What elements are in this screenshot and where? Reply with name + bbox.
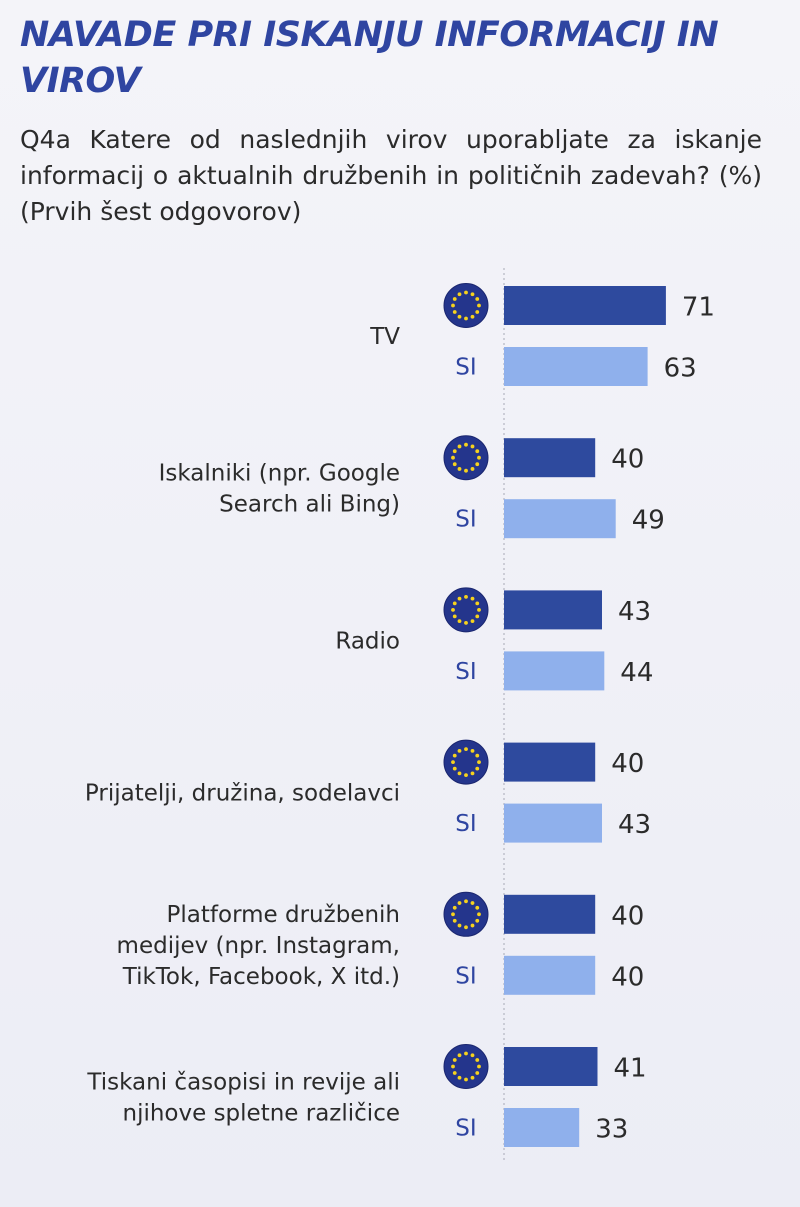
chart-group: Radio SI 43 44 <box>335 587 653 691</box>
bar-eu <box>504 742 596 782</box>
bar-eu <box>504 286 666 325</box>
bar-si <box>504 803 602 843</box>
bar-si <box>504 1108 580 1147</box>
value-label-si: 43 <box>618 810 651 840</box>
bar-eu <box>504 894 596 934</box>
bar-si <box>504 347 648 386</box>
chart-group: Platforme družbenih medijev (npr. Instagr… <box>117 891 644 995</box>
eu-flag-icon <box>443 739 489 785</box>
category-label: medijev (npr. Instagram, <box>117 933 400 959</box>
series-label-si: SI <box>455 659 476 685</box>
series-label-si: SI <box>455 963 476 989</box>
eu-flag-icon <box>443 435 489 481</box>
bar-si <box>504 651 605 691</box>
survey-question: Q4a Katere od naslednjih virov uporablja… <box>20 125 762 226</box>
eu-flag-icon <box>443 891 489 937</box>
series-label-si: SI <box>455 355 476 381</box>
chart-group: Prijatelji, družina, sodelavci SI 40 43 <box>85 739 651 843</box>
value-label-si: 33 <box>595 1115 628 1145</box>
series-label-si: SI <box>455 1116 476 1142</box>
category-label: Radio <box>335 628 400 654</box>
category-label: Tiskani časopisi in revije ali <box>86 1070 400 1096</box>
chart-group: TV SI 71 63 <box>369 283 715 386</box>
series-label-si: SI <box>455 811 476 837</box>
value-label-si: 63 <box>664 354 697 384</box>
category-label: Prijatelji, družina, sodelavci <box>85 781 400 807</box>
bar-si <box>504 499 616 539</box>
category-label: TV <box>369 324 400 350</box>
value-label-si: 40 <box>611 962 644 992</box>
chart-group: Tiskani časopisi in revije ali njihove sp… <box>86 1044 647 1147</box>
value-label-eu: 41 <box>614 1054 647 1084</box>
category-label: njihove spletne različice <box>123 1101 401 1127</box>
category-label: Search ali Bing) <box>219 492 400 518</box>
chart-group: Iskalniki (npr. Google Search ali Bing) SI… <box>159 435 665 539</box>
value-label-si: 49 <box>632 506 665 536</box>
category-label: Platforme družbenih <box>167 902 400 928</box>
bar-eu <box>504 1047 598 1086</box>
category-label: Iskalniki (npr. Google <box>159 461 400 487</box>
value-label-eu: 40 <box>611 901 644 931</box>
value-label-eu: 40 <box>611 445 644 475</box>
page-title: NAVADE PRI ISKANJU INFORMACIJ IN VIROV <box>20 15 719 101</box>
bar-eu <box>504 590 602 630</box>
category-label: TikTok, Facebook, X itd.) <box>122 964 400 990</box>
eu-flag-icon <box>443 1044 489 1089</box>
eu-flag-icon <box>443 283 489 328</box>
bar-eu <box>504 438 596 478</box>
bar-si <box>504 955 596 995</box>
eu-flag-icon <box>443 587 489 633</box>
series-label-si: SI <box>455 507 476 533</box>
value-label-eu: 71 <box>682 293 715 323</box>
value-label-si: 44 <box>620 658 653 688</box>
value-label-eu: 40 <box>611 749 644 779</box>
value-label-eu: 43 <box>618 597 651 627</box>
